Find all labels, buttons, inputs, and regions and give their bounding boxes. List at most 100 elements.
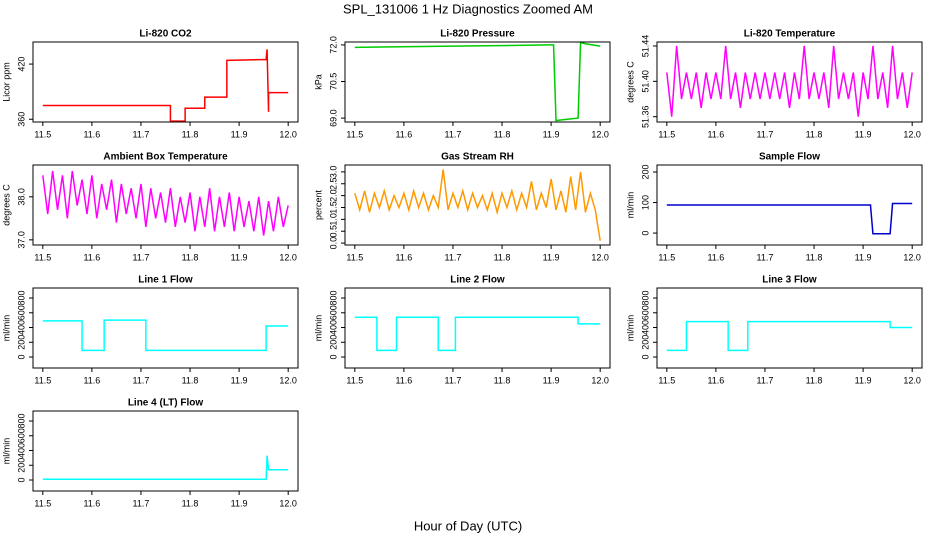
- x-tick-label: 11.8: [806, 375, 823, 385]
- y-tick-label: 800: [16, 414, 26, 429]
- data-line: [42, 455, 289, 481]
- plot-frame: [32, 41, 299, 123]
- x-tick-label: 11.9: [543, 252, 560, 262]
- y-tick-label: 37.0: [16, 231, 26, 249]
- plot-frame: [32, 410, 299, 492]
- x-tick-label: 11.7: [133, 129, 150, 139]
- panel-title: Gas Stream RH: [441, 152, 514, 163]
- x-tick-label: 11.6: [707, 252, 724, 262]
- x-tick-label: 11.6: [707, 375, 724, 385]
- x-tick-label: 11.5: [658, 129, 675, 139]
- x-tick-label: 11.7: [445, 252, 462, 262]
- x-tick-label: 11.7: [133, 498, 150, 508]
- x-tick-label: 11.5: [658, 375, 675, 385]
- data-line: [666, 45, 913, 117]
- panel-title: Line 2 Flow: [450, 275, 505, 286]
- y-tick-label: 200: [16, 458, 26, 473]
- y-tick-label: 2.5: [328, 177, 338, 190]
- x-tick-label: 11.8: [494, 375, 511, 385]
- plot-frame: [344, 287, 611, 369]
- y-tick-label: 600: [328, 305, 338, 320]
- y-tick-label: 360: [16, 112, 26, 127]
- x-tick-label: 11.8: [494, 129, 511, 139]
- x-tick-label: 12.0: [591, 129, 609, 139]
- data-line: [666, 202, 913, 235]
- x-tick-label: 11.5: [34, 129, 51, 139]
- y-tick-label: 100: [640, 195, 650, 210]
- y-tick-label: 400: [640, 320, 650, 335]
- data-line: [42, 319, 289, 352]
- x-tick-label: 11.8: [182, 498, 199, 508]
- x-tick-label: 11.5: [346, 252, 363, 262]
- x-tick-label: 12.0: [591, 252, 609, 262]
- x-axis-label: Hour of Day (UTC): [414, 518, 522, 533]
- x-tick-label: 11.5: [34, 498, 51, 508]
- x-tick-label: 11.9: [855, 375, 872, 385]
- y-tick-label: 72.0: [328, 36, 338, 54]
- x-tick-label: 11.7: [757, 129, 774, 139]
- x-tick-label: 11.8: [182, 252, 199, 262]
- y-axis-label: percent: [313, 189, 323, 220]
- y-tick-label: 600: [640, 305, 650, 320]
- x-tick-label: 12.0: [903, 252, 921, 262]
- x-tick-label: 11.8: [182, 129, 199, 139]
- y-tick-label: 3.0: [328, 166, 338, 179]
- x-tick-label: 11.7: [445, 375, 462, 385]
- y-axis-label: Licor ppm: [1, 62, 11, 102]
- x-tick-label: 11.7: [757, 375, 774, 385]
- x-tick-label: 11.7: [133, 375, 150, 385]
- plot-frame: [656, 287, 923, 369]
- x-tick-label: 11.9: [231, 129, 248, 139]
- y-tick-label: 400: [16, 443, 26, 458]
- x-tick-label: 11.8: [806, 252, 823, 262]
- y-tick-label: 69.0: [328, 109, 338, 127]
- y-tick-label: 51.44: [640, 35, 650, 58]
- x-tick-label: 11.9: [231, 375, 248, 385]
- y-tick-label: 51.40: [640, 70, 650, 93]
- y-tick-label: 38.0: [16, 188, 26, 206]
- x-tick-label: 11.5: [34, 375, 51, 385]
- y-tick-label: 600: [16, 428, 26, 443]
- y-axis-label: ml/min: [313, 315, 323, 342]
- y-tick-label: 0: [16, 355, 26, 360]
- y-tick-label: 0.5: [328, 225, 338, 238]
- x-tick-label: 11.9: [855, 252, 872, 262]
- data-line: [354, 169, 601, 241]
- plot-frame: [656, 41, 923, 123]
- x-tick-label: 11.6: [83, 375, 100, 385]
- panel-title: Li-820 CO2: [139, 29, 192, 40]
- x-tick-label: 11.8: [806, 129, 823, 139]
- x-tick-label: 12.0: [903, 129, 921, 139]
- y-tick-label: 0: [640, 231, 650, 236]
- panel-title: Line 1 Flow: [138, 275, 193, 286]
- data-line: [666, 320, 913, 352]
- panel-title: Line 3 Flow: [762, 275, 817, 286]
- y-axis-label: ml/min: [625, 192, 635, 219]
- y-axis-label: degrees C: [625, 61, 635, 103]
- x-tick-label: 12.0: [591, 375, 609, 385]
- y-axis-label: degrees C: [1, 184, 11, 226]
- data-line: [42, 170, 289, 236]
- x-tick-label: 11.9: [543, 129, 560, 139]
- x-tick-label: 11.5: [346, 129, 363, 139]
- x-tick-label: 11.6: [707, 129, 724, 139]
- x-tick-label: 11.7: [133, 252, 150, 262]
- x-tick-label: 12.0: [279, 252, 297, 262]
- x-tick-label: 11.6: [395, 129, 412, 139]
- y-tick-label: 0: [328, 355, 338, 360]
- y-tick-label: 400: [328, 320, 338, 335]
- y-tick-label: 200: [328, 335, 338, 350]
- y-tick-label: 200: [640, 165, 650, 180]
- y-tick-label: 0.0: [328, 237, 338, 250]
- x-tick-label: 12.0: [279, 129, 297, 139]
- x-tick-label: 11.9: [231, 498, 248, 508]
- x-tick-label: 11.5: [346, 375, 363, 385]
- data-line: [354, 41, 601, 122]
- x-tick-label: 11.6: [395, 252, 412, 262]
- y-tick-label: 200: [16, 335, 26, 350]
- y-tick-label: 0: [640, 355, 650, 360]
- y-tick-label: 800: [16, 291, 26, 306]
- panel-title: Li-820 Temperature: [744, 29, 836, 40]
- y-tick-label: 800: [328, 291, 338, 306]
